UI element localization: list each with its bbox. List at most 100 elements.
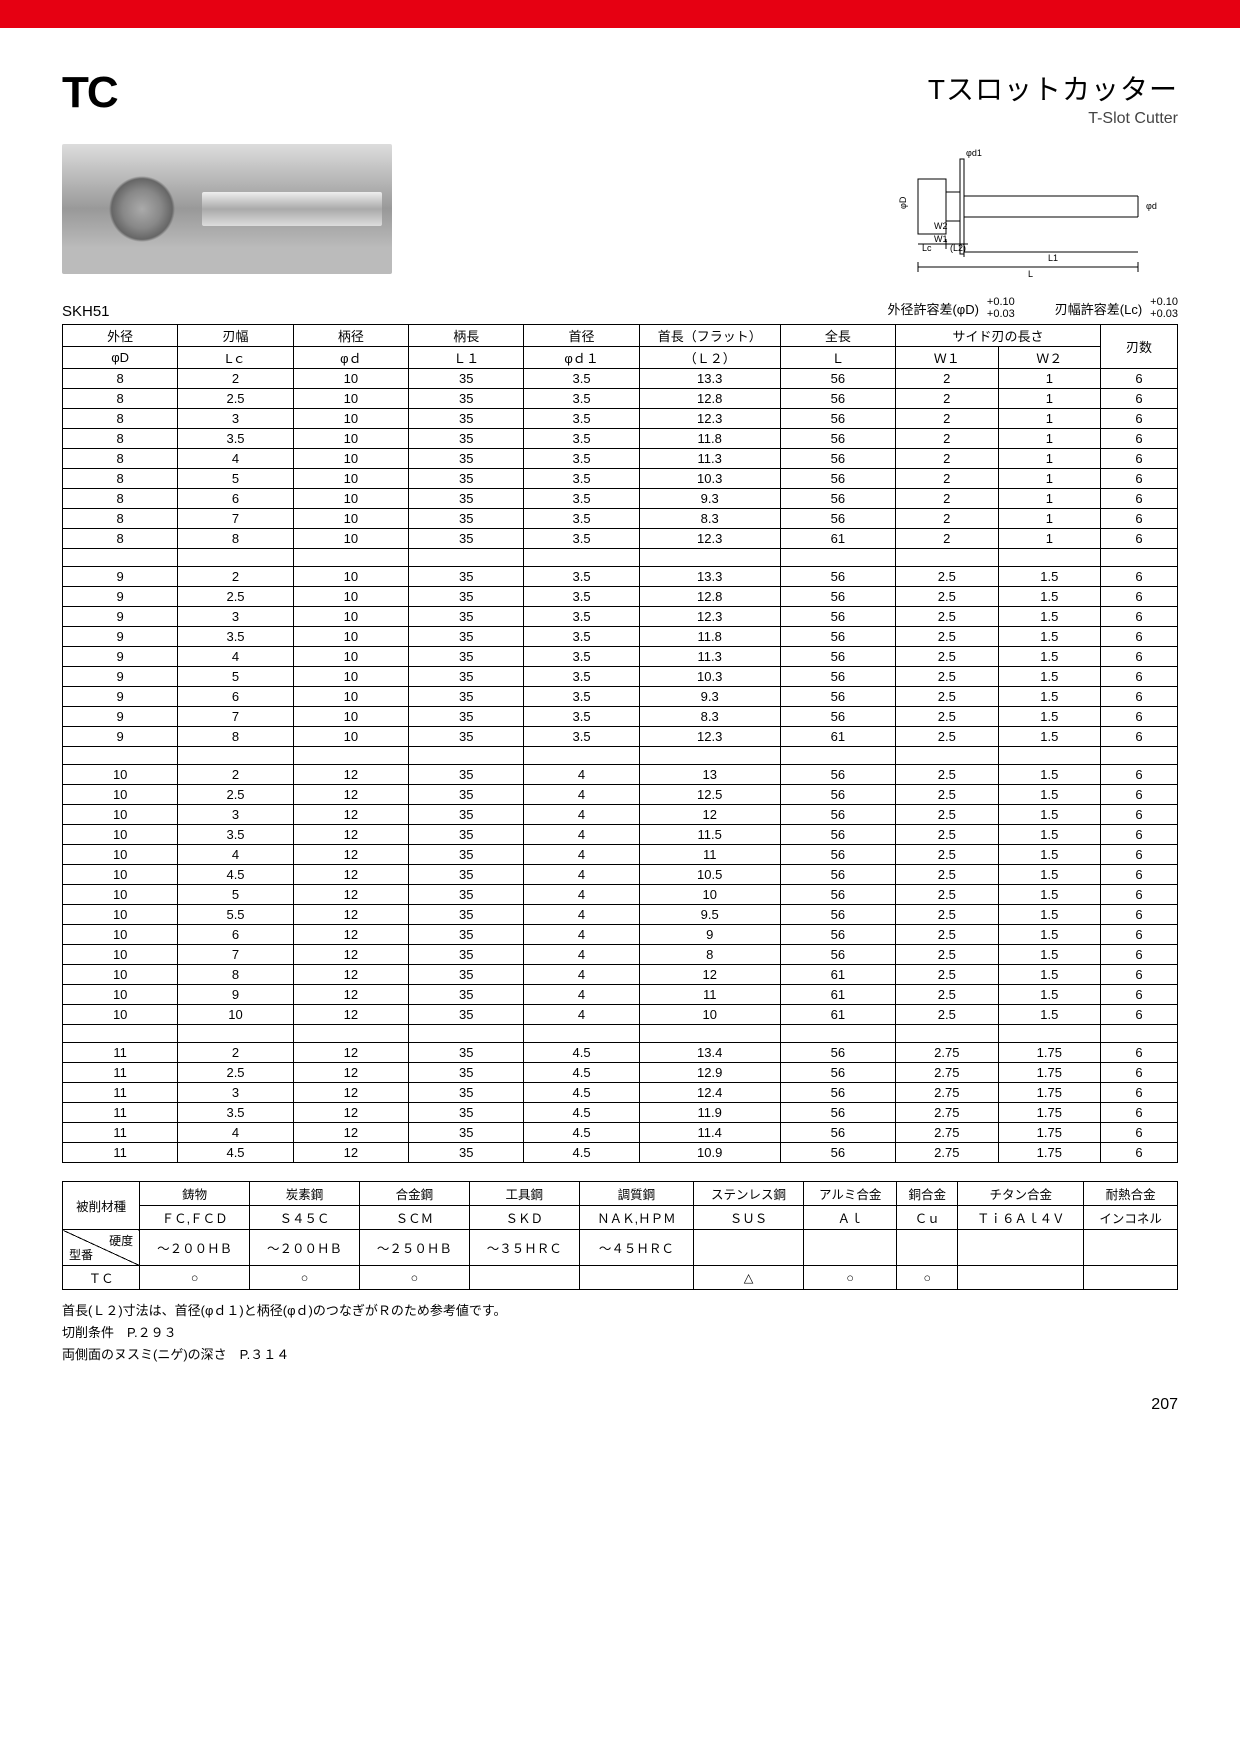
table-cell: 12 <box>293 1143 408 1163</box>
table-cell: 4 <box>524 865 639 885</box>
table-cell: 2.5 <box>896 647 999 667</box>
table-cell: 1.5 <box>998 765 1101 785</box>
table-cell: 56 <box>780 925 895 945</box>
table-cell: 6 <box>1101 647 1178 667</box>
table-cell: 6 <box>1101 1043 1178 1063</box>
table-cell: 56 <box>780 489 895 509</box>
mat-hardness: ～３５ＨＲＣ <box>469 1230 579 1266</box>
table-cell: 6 <box>1101 865 1178 885</box>
mat-hardness <box>803 1230 896 1266</box>
table-cell: 6 <box>1101 1123 1178 1143</box>
table-cell: 35 <box>409 389 524 409</box>
table-cell: 1.5 <box>998 825 1101 845</box>
table-cell: 8 <box>63 389 178 409</box>
table-subheader: φｄ１ <box>524 347 639 369</box>
table-cell: 12 <box>293 1063 408 1083</box>
table-cell: 35 <box>409 509 524 529</box>
header-row: TC Tスロットカッター T-Slot Cutter <box>62 68 1178 128</box>
table-cell: 35 <box>409 469 524 489</box>
table-cell: 35 <box>409 785 524 805</box>
table-cell: 1.5 <box>998 587 1101 607</box>
table-cell: 10 <box>178 1005 293 1025</box>
table-cell: 2.5 <box>896 667 999 687</box>
table-cell: 3.5 <box>524 429 639 449</box>
table-cell: 56 <box>780 587 895 607</box>
table-cell: 13.4 <box>639 1043 780 1063</box>
table-cell: 4 <box>524 845 639 865</box>
mat-subheader: ＳＣＭ <box>359 1206 469 1230</box>
table-cell: 2.5 <box>896 965 999 985</box>
table-cell: 4 <box>524 825 639 845</box>
table-cell: 2.5 <box>896 785 999 805</box>
table-cell: 35 <box>409 945 524 965</box>
table-subheader: Ｌ１ <box>409 347 524 369</box>
table-subheader: Ｌ <box>780 347 895 369</box>
table-cell: 10.5 <box>639 865 780 885</box>
table-cell: 12 <box>293 845 408 865</box>
table-cell: 56 <box>780 389 895 409</box>
table-cell: 9.3 <box>639 489 780 509</box>
table-cell: 6 <box>178 489 293 509</box>
table-cell: 2 <box>178 1043 293 1063</box>
table-cell: 2.75 <box>896 1063 999 1083</box>
table-cell: 3.5 <box>524 449 639 469</box>
table-cell: 8 <box>178 727 293 747</box>
table-subheader: （Ｌ２） <box>639 347 780 369</box>
mat-header: 耐熱合金 <box>1084 1182 1178 1206</box>
mat-subheader: インコネル <box>1084 1206 1178 1230</box>
table-cell: 6 <box>1101 667 1178 687</box>
table-cell: 12 <box>293 785 408 805</box>
table-cell: 10 <box>63 765 178 785</box>
table-cell: 10 <box>293 409 408 429</box>
table-spacer-row <box>63 1025 1178 1043</box>
table-cell: 2.5 <box>896 707 999 727</box>
table-cell: 61 <box>780 985 895 1005</box>
table-cell: 3.5 <box>524 647 639 667</box>
table-cell: 6 <box>1101 825 1178 845</box>
table-cell: 1.5 <box>998 945 1101 965</box>
table-cell: 56 <box>780 1043 895 1063</box>
table-cell: 11.3 <box>639 449 780 469</box>
table-cell: 12 <box>293 1043 408 1063</box>
table-cell: 4 <box>524 765 639 785</box>
table-row: 9510353.510.3562.51.56 <box>63 667 1178 687</box>
table-cell: 9.3 <box>639 687 780 707</box>
table-row: 1041235411562.51.56 <box>63 845 1178 865</box>
table-cell: 8 <box>63 489 178 509</box>
table-cell: 56 <box>780 885 895 905</box>
mat-header: 合金鋼 <box>359 1182 469 1206</box>
table-cell: 3 <box>178 1083 293 1103</box>
table-cell: 12 <box>293 1123 408 1143</box>
table-cell: 7 <box>178 509 293 529</box>
svg-text:(L2): (L2) <box>950 243 966 253</box>
table-header: 刃幅 <box>178 325 293 347</box>
table-cell: 3.5 <box>524 489 639 509</box>
table-cell: 9 <box>63 567 178 587</box>
table-cell: 35 <box>409 865 524 885</box>
mat-subheader: Ｃｕ <box>897 1206 958 1230</box>
table-cell: 3.5 <box>524 389 639 409</box>
table-cell: 6 <box>1101 587 1178 607</box>
table-row: 1091235411612.51.56 <box>63 985 1178 1005</box>
table-cell: 56 <box>780 607 895 627</box>
svg-text:W1: W1 <box>934 234 948 244</box>
table-cell: 61 <box>780 965 895 985</box>
table-cell: 56 <box>780 687 895 707</box>
table-cell: 10 <box>63 785 178 805</box>
table-cell: 2.5 <box>896 627 999 647</box>
tolerance-value: +0.10+0.03 <box>987 296 1015 320</box>
table-cell: 3.5 <box>524 727 639 747</box>
mat-compat-cell: ＴＣ <box>63 1266 140 1290</box>
table-cell: 10 <box>293 449 408 469</box>
mat-hardness <box>1084 1230 1178 1266</box>
table-cell: 10 <box>63 865 178 885</box>
table-cell: 56 <box>780 707 895 727</box>
mat-header: 炭素鋼 <box>250 1182 360 1206</box>
table-cell: 2 <box>178 567 293 587</box>
table-cell: 35 <box>409 687 524 707</box>
mat-hardness <box>897 1230 958 1266</box>
table-cell: 10 <box>293 667 408 687</box>
table-cell: 10 <box>293 727 408 747</box>
table-row: 1031235412562.51.56 <box>63 805 1178 825</box>
table-cell: 6 <box>1101 1083 1178 1103</box>
